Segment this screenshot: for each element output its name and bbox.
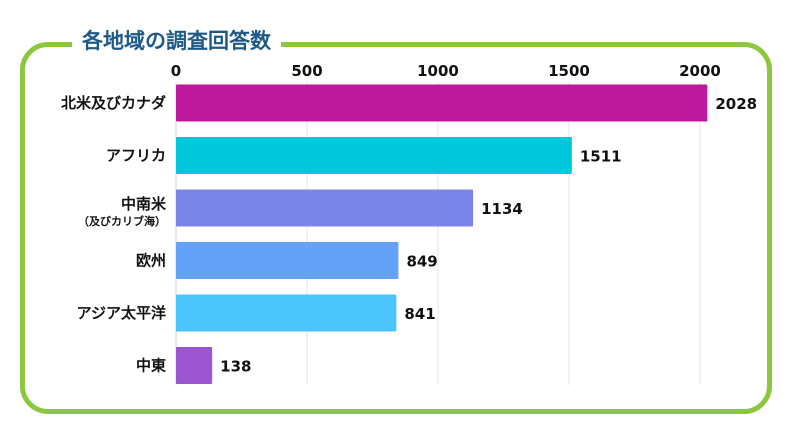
x-tick-label: 500 — [291, 62, 322, 80]
category-label: アフリカ — [106, 147, 166, 165]
value-label: 841 — [404, 305, 435, 323]
x-tick-label: 1500 — [548, 62, 590, 80]
bar — [176, 347, 213, 384]
category-label: 欧州 — [136, 252, 166, 270]
category-label: 中東 — [136, 357, 166, 375]
chart-title: 各地域の調査回答数 — [72, 26, 281, 56]
bar — [176, 137, 572, 174]
value-label: 1511 — [580, 148, 622, 166]
category-label: 北米及びカナダ — [61, 94, 166, 112]
chart-frame — [20, 42, 772, 414]
value-label: 849 — [406, 253, 437, 271]
value-label: 1134 — [481, 200, 523, 218]
bar — [176, 242, 399, 279]
category-label: アジア太平洋 — [77, 304, 166, 322]
bar — [176, 294, 397, 332]
bar — [176, 189, 474, 227]
x-tick-label: 1000 — [417, 62, 459, 80]
category-label: 中南米 — [121, 195, 167, 213]
value-label: 2028 — [715, 95, 757, 113]
x-tick-label: 2000 — [679, 62, 721, 80]
bar — [176, 84, 708, 122]
x-tick-label: 0 — [171, 62, 181, 80]
value-label: 138 — [220, 358, 251, 376]
category-sublabel: （及びカリブ海） — [78, 214, 166, 228]
